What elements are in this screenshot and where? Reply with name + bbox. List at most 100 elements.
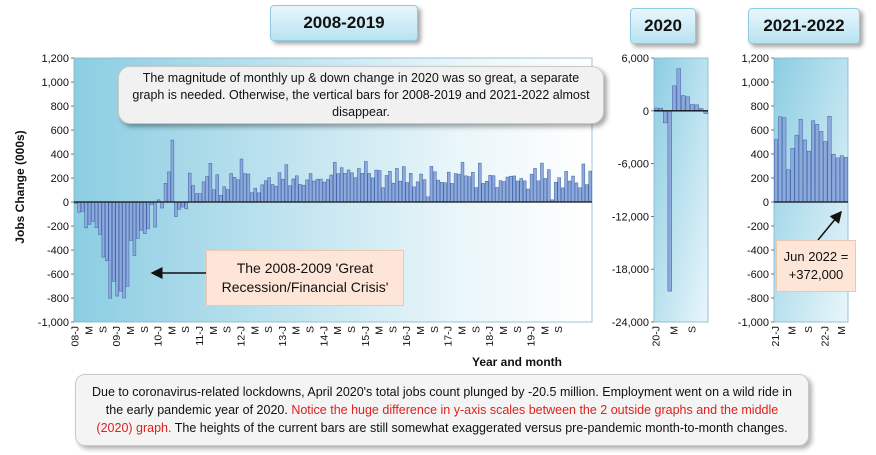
x-tick-label: M <box>668 326 680 335</box>
title-2021-2022: 2021-2022 <box>748 8 860 44</box>
bar <box>786 169 791 203</box>
bar <box>260 184 264 203</box>
bar <box>388 171 392 203</box>
x-tick-label: M <box>498 326 510 335</box>
bar <box>398 180 403 203</box>
bar <box>436 179 441 203</box>
bar <box>505 176 510 203</box>
y-tick-label: 200 <box>51 173 69 185</box>
y-tick-label: 600 <box>751 125 769 137</box>
bar <box>457 173 461 203</box>
y-axis-label: Jobs Change (000s) <box>13 130 27 243</box>
x-tick-label: S <box>97 326 109 333</box>
bar <box>778 116 783 203</box>
bar <box>835 157 840 203</box>
y-tick-label: 1,000 <box>41 77 69 89</box>
bar <box>794 134 799 203</box>
bar <box>232 177 237 203</box>
bar <box>819 131 824 203</box>
bar <box>298 184 302 203</box>
x-tick-label: M <box>208 326 220 335</box>
y-tick-label: 1,200 <box>741 53 769 65</box>
y-tick-label: -400 <box>747 245 769 257</box>
bar <box>215 174 220 203</box>
bar <box>811 120 816 203</box>
bar <box>585 184 589 203</box>
y-tick-label: 1,200 <box>41 53 69 65</box>
bar <box>564 171 568 203</box>
bar <box>540 162 544 203</box>
bar <box>571 175 575 203</box>
bar <box>267 177 271 203</box>
bar <box>112 201 116 282</box>
bar <box>153 201 157 228</box>
bar <box>690 104 695 112</box>
bar <box>125 201 130 287</box>
jun2022-callout: Jun 2022 = +372,000 <box>776 240 856 292</box>
y-tick-label: -600 <box>47 269 69 281</box>
bar <box>339 167 344 203</box>
y-tick-label: -200 <box>747 221 769 233</box>
bar <box>578 187 582 203</box>
y-tick-label: 600 <box>51 125 69 137</box>
bar <box>567 180 572 203</box>
y-tick-label: -12,000 <box>612 211 649 223</box>
bar <box>377 170 382 203</box>
bar <box>526 188 530 203</box>
bar <box>132 201 137 256</box>
y-tick-label: -1,000 <box>738 317 769 329</box>
y-tick-label: 800 <box>51 101 69 113</box>
x-tick-label: M <box>291 326 303 335</box>
bar <box>198 193 202 203</box>
bar <box>374 169 378 203</box>
bar <box>118 201 123 292</box>
y-tick-label: 400 <box>751 149 769 161</box>
y-tick-label: -24,000 <box>612 317 649 329</box>
x-tick-label: M <box>166 326 178 335</box>
bar <box>588 170 592 203</box>
x-tick-label: 21-J <box>770 326 782 346</box>
y-tick-label: -200 <box>47 221 69 233</box>
bar <box>291 178 295 203</box>
x-tick-label: S <box>180 326 192 333</box>
x-tick-label: M <box>787 326 799 335</box>
bar <box>574 182 579 203</box>
bar <box>136 201 140 239</box>
bar <box>509 175 513 203</box>
bar <box>533 168 537 203</box>
x-tick-label: S <box>222 326 234 333</box>
bar <box>187 172 192 203</box>
bar <box>554 181 558 203</box>
chart-panel-2: 1,200 1,000 800 600 400 200 0 -200 -400 -600 -800 -… <box>738 53 849 346</box>
bar <box>419 173 423 203</box>
bar <box>774 139 779 203</box>
footnote-part1: Due to coronavirus-related lockdowns, Ap… <box>92 385 792 417</box>
x-tick-label: S <box>346 326 358 333</box>
bar <box>77 201 81 213</box>
bar <box>167 171 171 203</box>
bar <box>246 173 251 203</box>
y-tick-label: -800 <box>747 293 769 305</box>
bar <box>402 166 406 203</box>
bar <box>174 201 178 217</box>
bar <box>281 178 285 203</box>
x-axis-label: Year and month <box>472 355 562 369</box>
bar <box>146 201 150 230</box>
title-2020: 2020 <box>630 8 696 44</box>
bar <box>790 148 795 203</box>
x-tick-label: 19-J <box>526 326 538 346</box>
bar <box>94 201 99 228</box>
bar <box>364 161 368 203</box>
bar <box>484 180 489 203</box>
bar <box>806 150 811 203</box>
x-tick-label: 08-J <box>70 326 82 346</box>
bar <box>115 201 119 297</box>
bar <box>177 201 182 210</box>
y-tick-label: -1,000 <box>38 317 69 329</box>
bar <box>263 180 268 203</box>
y-tick-label: 6,000 <box>621 53 649 65</box>
x-tick-label: S <box>553 326 565 333</box>
bar <box>672 85 677 112</box>
bar <box>163 183 168 203</box>
y-tick-label: -18,000 <box>612 264 649 276</box>
